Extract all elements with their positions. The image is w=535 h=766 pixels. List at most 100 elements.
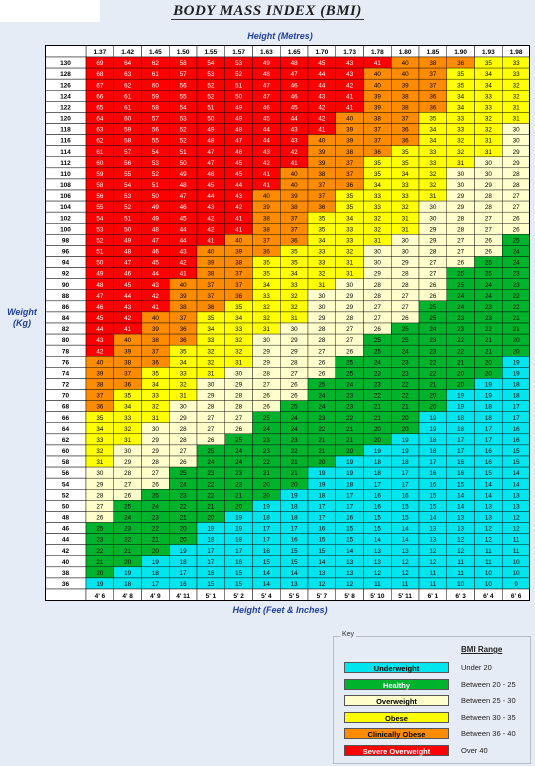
key-swatch: Severe Overweight bbox=[344, 744, 449, 756]
bmi-value-label: 51 bbox=[152, 182, 160, 189]
bmi-value-label: 11 bbox=[485, 559, 492, 566]
bmi-value-label: 18 bbox=[457, 426, 465, 433]
bmi-value-label: 20 bbox=[402, 415, 410, 422]
bmi-value-label: 12 bbox=[457, 537, 465, 544]
bmi-value-label: 49 bbox=[235, 104, 243, 111]
bmi-value-label: 37 bbox=[374, 138, 382, 145]
bmi-value-label: 18 bbox=[291, 503, 299, 510]
key-swatch: Clinically Obese bbox=[344, 728, 449, 739]
bmi-value-label: 42 bbox=[263, 160, 271, 167]
bmi-value-label: 20 bbox=[429, 393, 437, 400]
bmi-value-label: 46 bbox=[291, 82, 299, 89]
bmi-value-label: 15 bbox=[235, 570, 243, 577]
bmi-value-label: 59 bbox=[124, 127, 132, 134]
bmi-chart: 1.37 1.42 1.45 1.50 1.55 1.57 1.63 1.65 1.70 1.73… bbox=[45, 45, 530, 601]
bmi-value-label: 45 bbox=[180, 215, 188, 222]
bmi-value-label: 14 bbox=[485, 481, 493, 488]
bmi-value-label: 39 bbox=[318, 160, 326, 167]
bmi-value-label: 47 bbox=[263, 82, 271, 89]
bmi-value-label: 35 bbox=[207, 315, 215, 322]
bmi-value-label: 26 bbox=[207, 437, 215, 444]
bmi-value-label: 18 bbox=[457, 415, 465, 422]
bmi-value-label: 23 bbox=[124, 526, 132, 533]
bmi-value-label: 25 bbox=[374, 348, 382, 355]
bmi-value-label: 35 bbox=[402, 149, 410, 156]
bmi-value-label: 20 bbox=[207, 515, 215, 522]
bmi-value-label: 26 bbox=[318, 359, 326, 366]
bmi-value-label: 27 bbox=[346, 326, 354, 333]
bmi-value-label: 29 bbox=[291, 348, 299, 355]
bmi-value-label: 39 bbox=[346, 138, 354, 145]
bmi-value-label: 58 bbox=[180, 60, 188, 67]
bmi-value-label: 37 bbox=[152, 348, 160, 355]
bmi-value-label: 18 bbox=[318, 492, 326, 499]
bmi-value-label: 47 bbox=[207, 160, 215, 167]
bmi-value-label: 19 bbox=[263, 503, 271, 510]
bmi-value-label: 37 bbox=[318, 182, 326, 189]
bmi-value-label: 10 bbox=[485, 581, 493, 588]
bmi-value-label: 19 bbox=[402, 448, 410, 455]
key-panel: BMI Range Underweight Under 20 Healthy Betw… bbox=[333, 636, 531, 764]
bmi-value-label: 50 bbox=[207, 116, 215, 123]
bmi-value-label: 13 bbox=[402, 548, 410, 555]
bmi-value-label: 31 bbox=[374, 237, 382, 244]
weight-tick-label: 40 bbox=[62, 559, 70, 566]
bmi-value-label: 37 bbox=[291, 226, 299, 233]
bmi-value-label: 41 bbox=[207, 237, 215, 244]
bmi-value-label: 47 bbox=[291, 71, 299, 78]
bmi-value-label: 26 bbox=[485, 249, 493, 256]
bmi-value-label: 26 bbox=[263, 404, 271, 411]
bmi-value-label: 25 bbox=[457, 271, 465, 278]
weight-tick-label: 100 bbox=[60, 226, 71, 233]
weight-tick-label: 112 bbox=[60, 160, 71, 167]
weight-tick-label: 66 bbox=[62, 415, 70, 422]
key-row: Healthy Between 20 - 25 bbox=[344, 678, 526, 690]
bmi-value-label: 45 bbox=[96, 315, 104, 322]
bmi-value-label: 25 bbox=[124, 503, 132, 510]
bmi-value-label: 33 bbox=[402, 182, 410, 189]
bmi-value-label: 39 bbox=[374, 93, 382, 100]
key-row: Obese Between 30 - 35 bbox=[344, 711, 526, 723]
bmi-value-label: 22 bbox=[429, 359, 437, 366]
bmi-value-label: 19 bbox=[318, 470, 326, 477]
bmi-value-label: 22 bbox=[402, 393, 410, 400]
bmi-value-label: 28 bbox=[485, 204, 493, 211]
bmi-value-label: 27 bbox=[402, 304, 410, 311]
bmi-value-label: 40 bbox=[291, 182, 299, 189]
bmi-value-label: 20 bbox=[485, 359, 493, 366]
bmi-value-label: 28 bbox=[513, 171, 521, 178]
bmi-value-label: 27 bbox=[235, 415, 243, 422]
height-m-tick-label: 1.42 bbox=[121, 49, 134, 56]
bmi-value-label: 38 bbox=[402, 104, 410, 111]
bmi-value-label: 32 bbox=[180, 382, 188, 389]
bmi-grid: 1.37 1.42 1.45 1.50 1.55 1.57 1.63 1.65 1.70 1.73… bbox=[45, 45, 530, 601]
bmi-value-label: 20 bbox=[374, 437, 382, 444]
bmi-value-label: 23 bbox=[346, 393, 354, 400]
key-row: Overweight Between 25 - 30 bbox=[344, 695, 526, 706]
bmi-value-label: 31 bbox=[263, 326, 271, 333]
weight-tick-label: 62 bbox=[62, 437, 70, 444]
bmi-value-label: 35 bbox=[485, 60, 493, 67]
bmi-value-label: 19 bbox=[485, 382, 493, 389]
bmi-value-label: 36 bbox=[263, 249, 271, 256]
bmi-value-label: 28 bbox=[180, 426, 188, 433]
bmi-value-label: 54 bbox=[96, 215, 104, 222]
weight-tick-label: 58 bbox=[62, 459, 70, 466]
bmi-value-label: 51 bbox=[124, 215, 132, 222]
bmi-value-label: 46 bbox=[152, 249, 160, 256]
bmi-value-label: 44 bbox=[124, 293, 132, 300]
bmi-value-label: 21 bbox=[429, 382, 437, 389]
bmi-value-label: 43 bbox=[235, 193, 243, 200]
bmi-value-label: 24 bbox=[346, 382, 354, 389]
height-ft-footer-cell bbox=[502, 588, 530, 601]
bmi-value-label: 28 bbox=[457, 215, 465, 222]
bmi-value-label: 31 bbox=[513, 104, 521, 111]
bmi-value-label: 13 bbox=[457, 515, 465, 522]
bmi-value-label: 48 bbox=[291, 60, 299, 67]
bmi-value-label: 27 bbox=[263, 382, 271, 389]
bmi-value-label: 50 bbox=[180, 160, 188, 167]
bmi-value-label: 22 bbox=[457, 348, 465, 355]
bmi-value-label: 53 bbox=[207, 71, 215, 78]
bmi-value-label: 31 bbox=[180, 393, 188, 400]
bmi-value-label: 48 bbox=[263, 71, 271, 78]
